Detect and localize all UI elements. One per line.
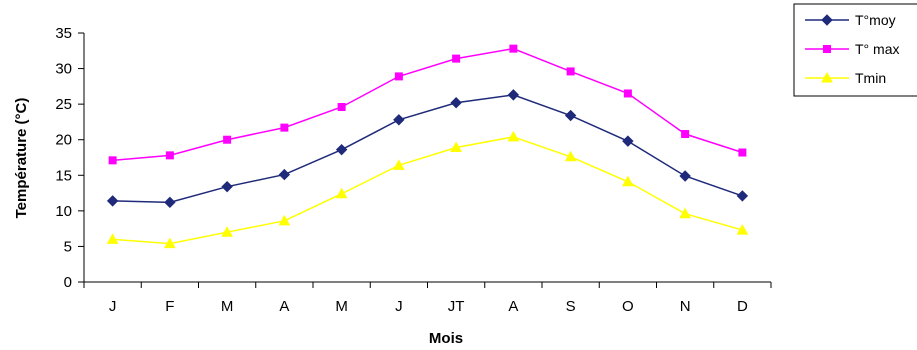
x-tick-label: J: [395, 298, 403, 315]
series-0: [106, 89, 749, 209]
legend-label: T°moy: [855, 12, 896, 28]
y-tick-label: 10: [55, 203, 72, 220]
data-point: [623, 89, 632, 98]
data-point: [679, 170, 691, 182]
x-tick-label: O: [622, 298, 634, 315]
data-point: [679, 207, 691, 219]
y-tick-label: 20: [55, 132, 72, 149]
series-1: [108, 44, 747, 165]
legend: T°moy T° max Tmin: [793, 3, 917, 97]
y-tick-label: 25: [55, 96, 72, 113]
series-line: [112, 47, 743, 162]
x-tick-label: S: [566, 298, 576, 315]
chart-axes: 0 5 10 15 20 25 30 35 J F M A M J JT A S O N D: [55, 25, 772, 315]
data-point: [681, 130, 690, 139]
data-point: [393, 114, 405, 126]
y-tick-label: 15: [55, 167, 72, 184]
data-point: [452, 54, 461, 63]
data-point: [507, 130, 520, 142]
data-point: [393, 159, 405, 170]
legend-label: Tmin: [855, 70, 886, 86]
y-tick-label: 30: [55, 61, 72, 78]
x-tick-label: N: [680, 298, 691, 315]
data-point: [566, 67, 575, 76]
x-tick-label: F: [165, 298, 174, 315]
series-line: [112, 136, 743, 245]
data-point: [165, 151, 174, 160]
data-point: [108, 156, 117, 165]
x-tick-label: A: [508, 298, 518, 315]
data-point: [738, 148, 747, 157]
data-point: [278, 214, 291, 226]
data-point: [164, 196, 176, 209]
series-2: [106, 130, 749, 249]
data-point: [280, 123, 289, 132]
data-point: [337, 102, 346, 111]
data-point: [223, 135, 232, 144]
legend-marker: [821, 14, 833, 26]
legend-marker: [821, 71, 833, 83]
y-axis-title: Température (°C): [13, 98, 30, 219]
data-point: [335, 143, 348, 156]
legend-label: T° max: [855, 41, 900, 57]
x-tick-label: J: [109, 298, 117, 315]
data-point: [106, 233, 119, 244]
series-line: [112, 94, 743, 204]
data-point: [106, 195, 119, 207]
x-tick-label: M: [335, 298, 348, 315]
y-tick-label: 35: [55, 25, 72, 42]
data-point: [278, 168, 291, 181]
data-point: [450, 97, 462, 109]
data-point: [335, 187, 348, 199]
x-tick-label: M: [221, 298, 234, 315]
data-point: [622, 175, 634, 187]
data-point: [507, 89, 520, 101]
data-point: [164, 237, 176, 249]
data-point: [221, 180, 233, 193]
legend-marker: [823, 45, 831, 53]
data-point: [564, 150, 577, 162]
x-tick-label: JT: [448, 298, 465, 315]
data-point: [450, 141, 462, 153]
x-tick-label: A: [279, 298, 289, 315]
x-tick-label: D: [737, 298, 748, 315]
data-point: [221, 226, 233, 237]
y-tick-label: 5: [64, 238, 72, 255]
plot-area: [106, 44, 749, 249]
data-point: [509, 44, 518, 53]
data-point: [622, 135, 634, 147]
data-point: [564, 109, 577, 122]
data-point: [736, 190, 749, 202]
data-point: [394, 72, 403, 81]
x-axis-title: Mois: [429, 330, 463, 347]
y-tick-label: 0: [64, 274, 72, 291]
data-point: [736, 224, 749, 235]
